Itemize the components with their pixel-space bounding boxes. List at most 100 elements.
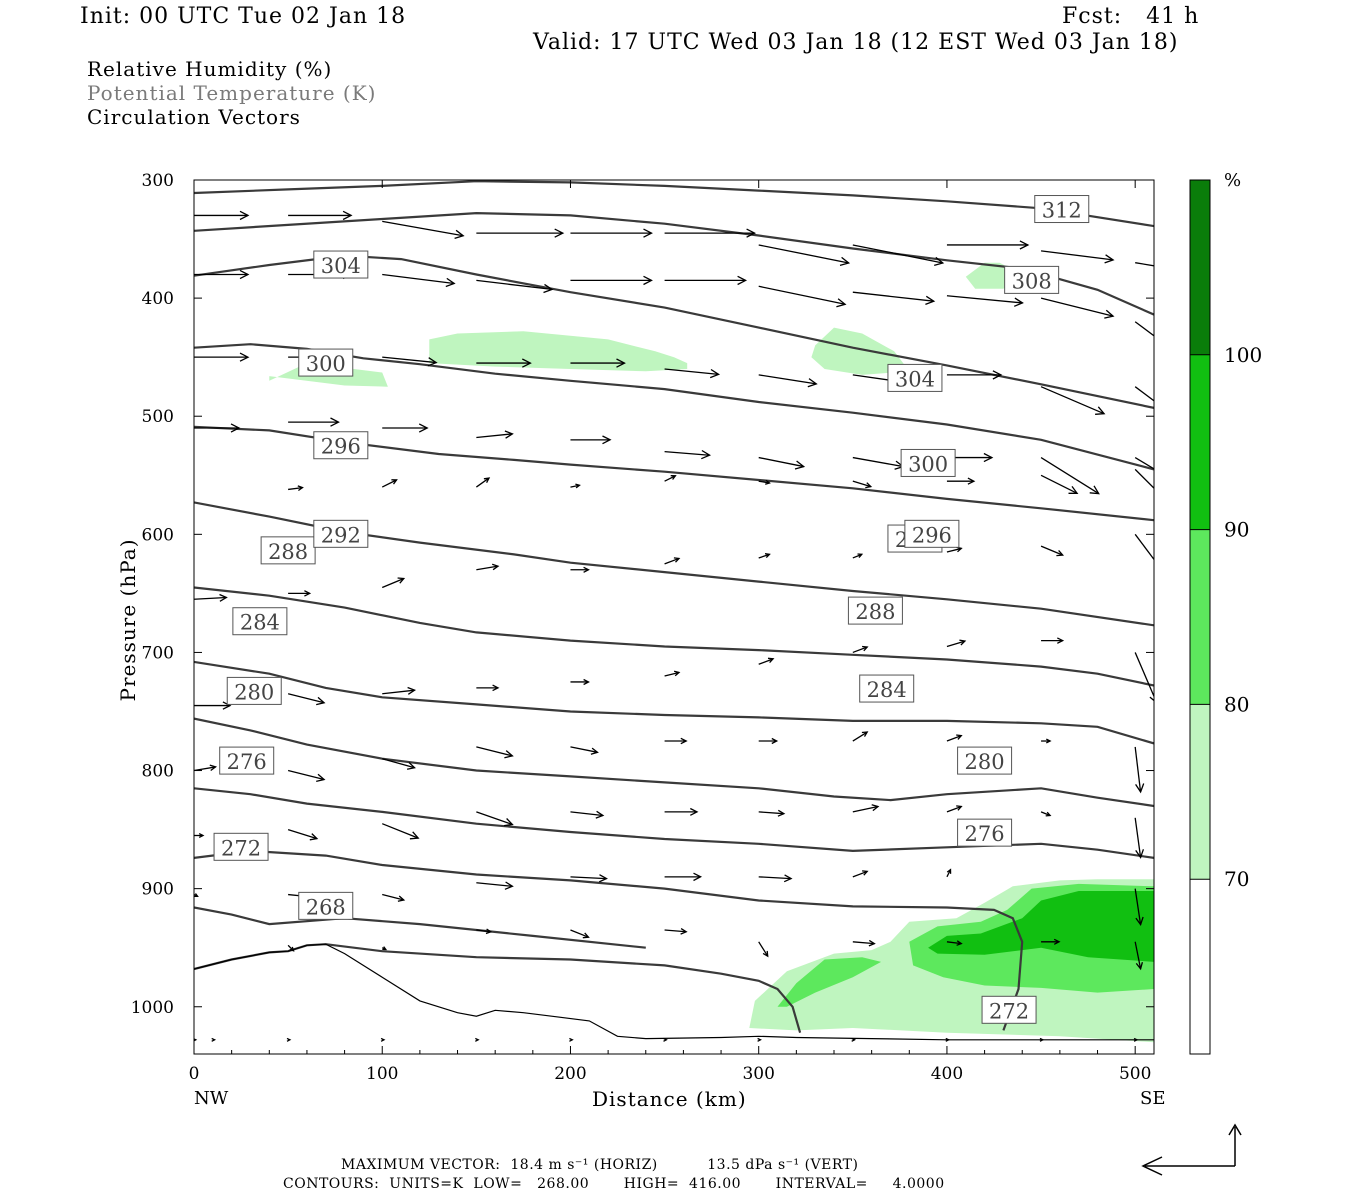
circulation-vector	[946, 370, 1003, 380]
x-tick-label: 0	[189, 1064, 200, 1084]
circulation-vector	[852, 553, 864, 559]
y-tick-label: 500	[142, 407, 174, 427]
svg-text:288: 288	[855, 600, 895, 624]
circulation-vector	[664, 737, 688, 745]
circulation-vector	[946, 868, 952, 878]
circulation-vector	[570, 746, 599, 755]
circulation-vector	[758, 657, 775, 665]
circulation-vector	[852, 244, 945, 267]
terrain-line	[194, 943, 1154, 1041]
circulation-vector	[569, 1037, 574, 1042]
svg-text:284: 284	[240, 611, 280, 635]
circulation-vector	[1041, 738, 1052, 744]
humidity-shading	[269, 262, 1154, 1043]
circulation-vector	[381, 823, 420, 840]
svg-text:272: 272	[221, 836, 261, 860]
circulation-vector	[381, 946, 388, 951]
circulation-vector	[382, 356, 438, 367]
circulation-vector	[286, 1037, 292, 1042]
circulation-vector	[287, 693, 326, 706]
circulation-vector	[852, 456, 905, 470]
svg-text:304: 304	[895, 367, 935, 391]
circulation-vector	[476, 881, 514, 890]
theta-label-284: 284	[232, 607, 288, 636]
circulation-vector	[852, 939, 876, 947]
circulation-vector	[570, 483, 581, 489]
svg-text:304: 304	[321, 254, 361, 278]
circulation-vector	[664, 928, 688, 935]
svg-text:280: 280	[234, 680, 274, 704]
y-axis-title: Pressure (hPa)	[116, 538, 140, 702]
svg-text:308: 308	[1012, 269, 1052, 293]
circulation-vector	[758, 874, 793, 883]
colorbar-label: 70	[1224, 867, 1249, 891]
circulation-vector	[570, 228, 653, 238]
x-end-left-label: NW	[194, 1088, 229, 1109]
circulation-vector	[1134, 456, 1154, 470]
x-end-right-label: SE	[1140, 1088, 1166, 1109]
circulation-vector	[570, 358, 626, 368]
plot-frame	[193, 179, 1155, 1055]
rh-region-70	[811, 327, 910, 375]
circulation-vector	[946, 734, 963, 742]
circulation-vector	[476, 358, 532, 368]
circulation-vector	[758, 244, 851, 267]
circulation-vector	[664, 807, 699, 816]
colorbar-swatch	[1190, 180, 1210, 355]
circulation-vector	[380, 1037, 386, 1042]
theta-label-292: 292	[313, 519, 369, 548]
theta-label-276: 276	[957, 818, 1013, 847]
circulation-vector	[476, 279, 554, 294]
theta-label-268: 268	[298, 891, 354, 920]
init-time-label: Init: 00 UTC Tue 02 Jan 18	[80, 4, 407, 29]
circulation-vector	[664, 368, 721, 379]
x-tick-label: 300	[742, 1064, 774, 1084]
circulation-vector	[1134, 386, 1154, 402]
circulation-vector	[476, 684, 500, 692]
svg-text:296: 296	[912, 523, 952, 547]
circulation-vector	[946, 477, 976, 485]
theta-label-272: 272	[213, 832, 269, 861]
circulation-vector	[758, 456, 806, 470]
circulation-vector	[664, 670, 681, 677]
svg-text:292: 292	[321, 523, 361, 547]
theta-label-296: 296	[904, 519, 960, 548]
circulation-vector	[758, 479, 771, 485]
theta-contour-284	[194, 660, 1154, 745]
circulation-vector	[194, 210, 250, 221]
theta-label-284: 284	[859, 674, 915, 703]
contours-note: CONTOURS: UNITS=K LOW= 268.00 HIGH= 416.…	[283, 1176, 945, 1192]
max-vector-note: MAXIMUM VECTOR: 18.4 m s⁻¹ (HORIZ) 13.5 …	[341, 1157, 859, 1173]
circulation-vector	[194, 423, 241, 433]
circulation-vector	[570, 678, 590, 686]
circulation-vector	[570, 566, 590, 573]
forecast-hour-label: Fcst: 41 h	[1062, 4, 1200, 29]
circulation-vector	[476, 928, 493, 935]
theta-label-308: 308	[1004, 265, 1060, 294]
theta-label-300: 300	[298, 348, 354, 377]
theta-contour-276	[194, 787, 1154, 859]
circulation-vector	[664, 475, 677, 482]
theta-label-312: 312	[1034, 195, 1090, 224]
theta-label-276: 276	[219, 746, 275, 775]
theta-label-304: 304	[313, 250, 369, 279]
circulation-vector	[757, 1037, 762, 1042]
circulation-vector	[758, 737, 779, 745]
theta-contour-272	[194, 906, 646, 949]
circulation-vector	[664, 557, 681, 565]
circulation-vector	[382, 758, 416, 770]
circulation-vector	[852, 804, 880, 813]
circulation-vector	[381, 577, 406, 589]
circulation-vector	[476, 746, 514, 759]
circulation-vector	[570, 435, 612, 445]
circulation-vector	[570, 275, 653, 286]
circulation-vector	[758, 553, 771, 559]
svg-text:288: 288	[268, 540, 308, 564]
circulation-vector	[1040, 250, 1115, 264]
circulation-vector	[1040, 545, 1065, 557]
theta-contour-268	[194, 943, 802, 1034]
circulation-vector	[288, 485, 304, 492]
reference-vector-icon	[1141, 1123, 1242, 1176]
theta-contour-272	[194, 849, 1024, 1031]
circulation-vector	[382, 893, 406, 902]
